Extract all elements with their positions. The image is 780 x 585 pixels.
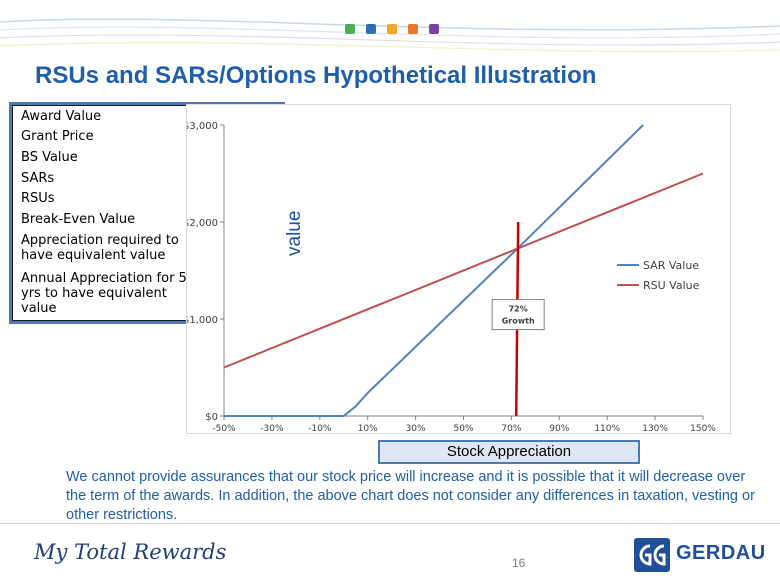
table-row-label: Grant Price [21,129,94,145]
x-tick-label: 150% [690,424,716,434]
table-row-label: SARs [21,170,55,186]
bullet-square-yellow [387,24,397,34]
bullet-square-blue [366,24,376,34]
slide-title: RSUs and SARs/Options Hypothetical Illus… [35,62,597,89]
gerdau-logo: GERDAU [676,542,766,564]
table-row: Annual Appreciation for 5 yrs to have eq… [13,267,282,321]
annotation-text-line2: Growth [502,317,535,326]
y-axis-label: value [284,210,305,256]
y-tick-label: $3,000 [187,121,218,132]
series-line-sar-value [224,124,644,417]
annotation-text-line1: 72% [509,305,528,314]
program-logo: My Total Rewards [34,540,227,564]
table-row-label: Award Value [21,108,102,124]
y-tick-label: $2,000 [187,218,218,229]
bullet-square-orange [408,24,418,34]
y-tick-label: $0 [205,412,218,423]
value-chart: $0 $1,000 $2,000 $3,000 -50% -30% -10% 10% 30% 50… [187,121,716,434]
table-row-label: Appreciation required to have equivalent… [21,233,179,264]
x-tick-label: -10% [308,424,332,434]
x-tick-label: 130% [642,424,668,434]
gerdau-logo-icon [634,538,670,572]
disclaimer-text: We cannot provide assurances that our st… [66,469,755,523]
bullet-square-purple [429,24,439,34]
x-axis-label: Stock Appreciation [378,440,640,464]
series-line-rsu-value [223,172,704,369]
x-tick-label: 110% [594,424,620,434]
table-row-label: BS Value [21,150,78,166]
x-tick-label: -30% [260,424,284,434]
table-row-label: RSUs [21,191,55,207]
legend-label: SAR Value [643,259,699,272]
table-row-label: Break-Even Value [21,211,136,227]
y-tick-label: $1,000 [187,315,218,326]
x-tick-label: 30% [406,424,426,434]
footer-divider [0,523,780,524]
x-tick-label: -50% [212,424,236,434]
legend-label: RSU Value [643,279,700,292]
x-tick-label: 70% [501,424,521,434]
x-tick-label: 10% [358,424,378,434]
annotation-box [491,299,545,331]
page-number: 16 [512,556,526,570]
x-tick-label: 50% [453,424,473,434]
bullet-square-green [345,24,355,34]
chart-panel: $0 $1,000 $2,000 $3,000 -50% -30% -10% 10% 30% 50… [186,104,731,434]
x-tick-label: 90% [549,424,569,434]
decorative-waves [0,18,780,53]
table-row-label: Annual Appreciation for 5 yrs to have eq… [21,270,187,316]
